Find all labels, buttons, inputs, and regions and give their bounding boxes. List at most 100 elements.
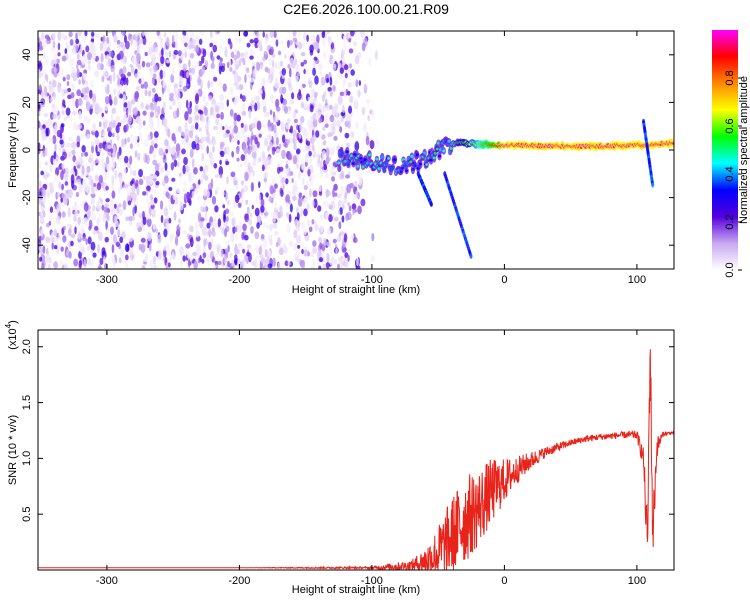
speckle <box>71 83 76 92</box>
speckle <box>109 199 114 209</box>
colorbar: 0.0 0.2 0.4 0.6 0.8 Normalized spectral ampl… <box>712 30 750 278</box>
speckle <box>143 154 146 162</box>
ridge-core <box>356 164 360 168</box>
x-tick-label: 100 <box>628 274 646 286</box>
speckle <box>302 147 307 153</box>
speckle <box>94 225 99 231</box>
speckle <box>350 82 356 87</box>
speckle <box>40 170 45 176</box>
speckle <box>169 233 175 242</box>
speckle <box>215 252 221 258</box>
speckle <box>94 33 100 39</box>
speckle <box>316 258 320 267</box>
speckle <box>60 197 63 203</box>
speckle <box>233 112 238 122</box>
speckle <box>269 31 274 38</box>
speckle <box>164 162 168 171</box>
speckle <box>149 150 152 155</box>
speckle <box>201 152 205 162</box>
speckle <box>220 65 225 73</box>
speckle <box>135 85 141 92</box>
speckle <box>277 110 280 117</box>
speckle <box>70 233 76 239</box>
speckle <box>313 91 319 97</box>
speckle <box>318 236 323 244</box>
colorbar-ticks: 0.0 0.2 0.4 0.6 0.8 <box>724 70 742 278</box>
speckle <box>340 111 346 117</box>
speckle <box>180 139 184 147</box>
ridge-core <box>346 163 350 166</box>
speckle <box>84 183 89 193</box>
speckle <box>96 62 102 71</box>
speckle <box>88 225 92 231</box>
speckle <box>114 203 117 209</box>
speckle <box>165 223 170 228</box>
speckle <box>130 190 136 199</box>
speckle <box>249 212 253 218</box>
speckle <box>219 57 223 63</box>
speckle <box>90 196 95 205</box>
speckle <box>300 163 304 170</box>
speckle <box>316 152 320 161</box>
speckle <box>234 227 238 233</box>
speckle <box>111 244 115 254</box>
speckle <box>347 254 350 262</box>
speckle <box>348 205 352 212</box>
speckle <box>303 225 308 235</box>
speckle <box>272 116 276 123</box>
speckle <box>195 221 200 228</box>
speckle <box>110 64 115 73</box>
speckle <box>140 243 146 254</box>
speckle <box>91 123 97 133</box>
speckle <box>173 159 178 168</box>
speckle <box>117 122 122 127</box>
speckle <box>78 110 82 120</box>
speckle <box>175 90 181 101</box>
speckle <box>283 105 288 114</box>
speckle <box>307 76 312 82</box>
speckle <box>46 189 51 198</box>
speckle <box>64 172 69 182</box>
speckle <box>243 145 249 155</box>
speckle <box>99 43 104 51</box>
speckle <box>207 80 211 89</box>
speckle <box>292 135 296 144</box>
speckle <box>113 33 118 43</box>
speckle <box>113 88 117 96</box>
speckle <box>226 61 230 69</box>
speckle <box>325 262 330 269</box>
speckle <box>63 89 68 94</box>
speckle <box>314 75 319 85</box>
speckle <box>149 175 154 185</box>
speckle <box>129 155 133 165</box>
speckle <box>300 208 303 217</box>
speckle <box>103 206 109 213</box>
speckle <box>147 213 151 220</box>
speckle <box>76 59 82 66</box>
speckle <box>182 85 188 92</box>
x-tick-label: 0 <box>501 575 507 587</box>
speckle <box>328 126 333 132</box>
speckle <box>215 185 220 191</box>
speckle <box>337 210 341 215</box>
speckle <box>146 185 151 191</box>
speckle <box>238 222 243 232</box>
speckle <box>61 211 66 218</box>
speckle <box>301 177 305 186</box>
speckle <box>98 231 103 242</box>
speckle <box>196 59 200 69</box>
speckle <box>312 190 318 198</box>
y-tick-label: 2.0 <box>21 339 33 354</box>
speckle <box>237 140 240 145</box>
speckle <box>184 51 187 59</box>
speckle <box>140 237 146 243</box>
speckle <box>252 50 255 56</box>
speckle <box>376 138 380 147</box>
speckle <box>300 223 305 230</box>
speckle <box>352 195 358 201</box>
speckle <box>75 38 80 45</box>
speckle <box>257 157 262 163</box>
speckle <box>285 178 289 185</box>
speckle <box>128 236 134 242</box>
